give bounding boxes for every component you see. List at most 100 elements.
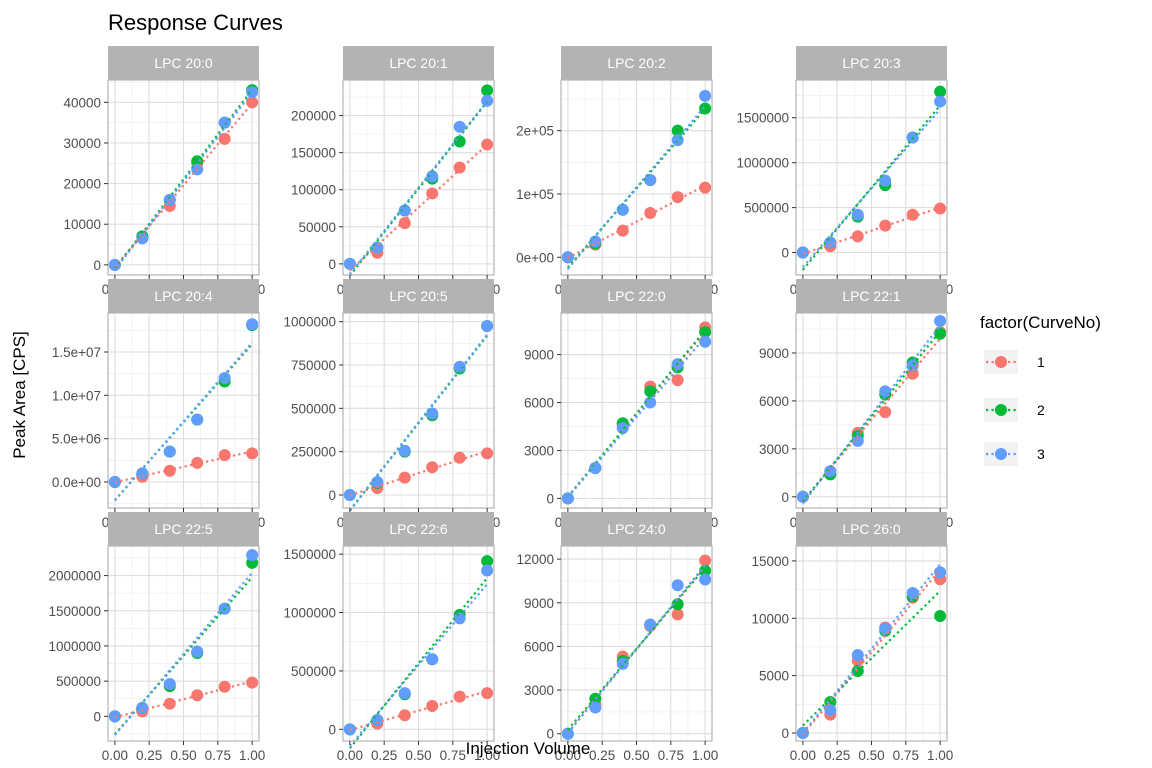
data-point xyxy=(453,690,466,703)
data-point xyxy=(616,422,629,435)
x-tick-label: 0.50 xyxy=(858,748,884,763)
data-point xyxy=(481,555,494,568)
data-point xyxy=(589,701,602,714)
data-point xyxy=(561,727,574,740)
fit-line xyxy=(114,576,253,735)
data-point xyxy=(246,549,259,562)
y-tick-label: 12000 xyxy=(516,552,554,567)
data-point xyxy=(481,447,494,460)
data-point xyxy=(218,372,231,384)
panel-strip xyxy=(796,46,947,80)
y-tick-label: 0 xyxy=(546,727,554,742)
x-tick-label: 0.25 xyxy=(824,748,850,763)
panel-lpc-22-1: LPC 22:10.000.250.500.751.00030006000900… xyxy=(759,279,953,530)
legend-title: factor(CurveNo) xyxy=(980,313,1101,332)
data-point xyxy=(934,327,947,340)
y-tick-label: 9000 xyxy=(524,348,554,363)
y-tick-label: 2e+05 xyxy=(516,124,554,139)
data-point xyxy=(671,374,684,387)
data-point xyxy=(426,187,439,200)
fit-line xyxy=(801,324,942,505)
panel-lpc-20-4: LPC 20:40.000.250.500.751.000.0e+005.0e+… xyxy=(52,279,265,530)
y-tick-label: 1500000 xyxy=(48,604,101,619)
data-point xyxy=(616,203,629,216)
panel-title: LPC 20:2 xyxy=(607,55,666,71)
fit-line xyxy=(349,450,488,497)
panel-lpc-20-2: LPC 20:20.000.250.500.751.000e+001e+052e… xyxy=(516,46,718,297)
data-point xyxy=(453,360,466,373)
fit-line xyxy=(113,89,254,270)
y-axis-title: Peak Area [CPS] xyxy=(10,331,29,459)
panel-lpc-20-3: LPC 20:30.000.250.500.751.00050000010000… xyxy=(736,46,953,297)
y-tick-label: 2000000 xyxy=(48,569,101,584)
y-tick-label: 500000 xyxy=(744,201,789,216)
y-tick-label: 1500000 xyxy=(283,547,336,562)
y-tick-label: 1000000 xyxy=(283,606,336,621)
y-tick-label: 500000 xyxy=(291,401,336,416)
y-tick-label: 1000000 xyxy=(48,639,101,654)
x-tick-label: 0.75 xyxy=(440,748,466,763)
fit-line xyxy=(802,108,941,268)
y-tick-label: 1.0e+07 xyxy=(52,388,101,403)
y-tick-label: 10000 xyxy=(751,611,789,626)
y-tick-label: 3000 xyxy=(524,443,554,458)
data-point xyxy=(163,445,176,458)
data-point xyxy=(851,648,864,661)
data-point xyxy=(481,84,494,97)
data-point xyxy=(934,95,947,108)
x-tick-label: 1.00 xyxy=(692,748,718,763)
x-tick-label: 0.00 xyxy=(102,748,128,763)
panel-strip xyxy=(343,512,494,546)
panel-lpc-22-0: LPC 22:00.000.250.500.751.00030006000900… xyxy=(524,279,718,530)
fit-line xyxy=(567,105,706,270)
data-point xyxy=(136,467,149,480)
data-point xyxy=(934,85,947,98)
data-point xyxy=(218,132,231,145)
data-point xyxy=(879,622,892,635)
fit-line xyxy=(802,330,941,503)
data-point xyxy=(481,687,494,700)
panel-lpc-22-5: LPC 22:5 0.00 0.25 0.50 0.75 1.00 0 500000 10000… xyxy=(48,512,265,763)
y-tick-label: 1500000 xyxy=(736,111,789,126)
data-point xyxy=(453,161,466,174)
y-tick-label: 0 xyxy=(781,726,789,741)
legend-label: 2 xyxy=(1037,402,1045,418)
y-tick-label: 1e+05 xyxy=(516,187,554,202)
data-point xyxy=(246,676,259,689)
fit-line xyxy=(349,143,488,272)
fit-line xyxy=(567,567,706,731)
x-tick-label: 0.00 xyxy=(790,748,816,763)
x-tick-label: 0.25 xyxy=(589,748,615,763)
y-tick-label: 3000 xyxy=(524,683,554,698)
data-point xyxy=(481,94,494,107)
x-tick-label: 1.00 xyxy=(239,748,265,763)
y-tick-label: 250000 xyxy=(291,445,336,460)
legend-item-1: 1 xyxy=(984,350,1045,374)
fit-line xyxy=(114,450,253,484)
data-point xyxy=(796,246,809,259)
data-point xyxy=(824,465,837,478)
y-tick-label: 750000 xyxy=(291,358,336,373)
y-tick-label: 0 xyxy=(93,709,101,724)
legend-point xyxy=(995,356,1007,368)
data-point xyxy=(426,461,439,474)
y-tick-label: 50000 xyxy=(298,220,336,235)
y-tick-label: 0 xyxy=(328,257,336,272)
data-point xyxy=(398,471,411,484)
data-point xyxy=(934,566,947,579)
legend-label: 1 xyxy=(1037,354,1045,370)
y-tick-label: 200000 xyxy=(291,109,336,124)
panel-lpc-22-6: LPC 22:6 0.00 0.25 0.50 0.75 1.00 0 500000 10000… xyxy=(283,512,500,763)
legend-point xyxy=(995,404,1007,416)
panel-strip xyxy=(108,46,259,80)
data-point xyxy=(453,612,466,625)
x-tick-label: 0.75 xyxy=(658,748,684,763)
y-tick-label: 0 xyxy=(546,491,554,506)
data-point xyxy=(906,587,919,600)
fit-line xyxy=(567,336,706,498)
panel-lpc-24-0: LPC 24:0 0.00 0.25 0.50 0.75 1.00 0 3000 6000 900… xyxy=(516,512,718,763)
data-point xyxy=(481,564,494,577)
y-tick-label: 0e+00 xyxy=(516,250,554,265)
fit-line xyxy=(114,341,253,502)
y-tick-label: 6000 xyxy=(759,394,789,409)
